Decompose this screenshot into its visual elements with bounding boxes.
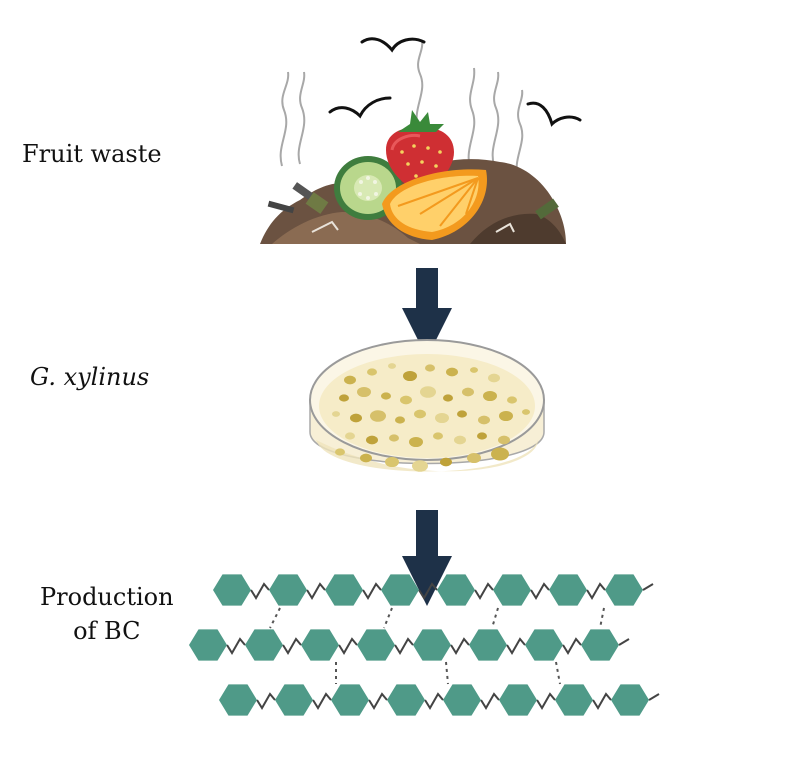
glucose-hexagon	[387, 684, 425, 716]
colony	[360, 453, 372, 463]
glucose-hexagon	[213, 574, 251, 606]
glycosidic-bond	[226, 637, 630, 655]
hydrogen-bond	[491, 607, 499, 629]
glucose-hexagon	[605, 574, 643, 606]
hydrogen-bond	[599, 607, 605, 629]
glucose-hexagon	[525, 629, 563, 661]
production-label: Production of BC	[40, 580, 174, 648]
colony	[522, 409, 530, 415]
glucose-hexagon	[325, 574, 363, 606]
glucose-hexagon	[493, 574, 531, 606]
glucose-hexagon	[189, 629, 227, 661]
glucose-hexagon	[301, 629, 339, 661]
hydrogen-bond	[383, 607, 393, 629]
fly-icon	[328, 37, 582, 127]
colony	[467, 452, 481, 464]
colony	[412, 460, 428, 472]
colony	[498, 435, 510, 445]
colony	[389, 434, 399, 442]
glucose-hexagon	[499, 684, 537, 716]
colony	[507, 396, 517, 404]
colony	[446, 367, 458, 377]
colony	[491, 447, 509, 461]
colony	[381, 392, 391, 400]
colony	[388, 363, 396, 369]
colony	[477, 432, 487, 440]
glycosidic-bond	[256, 692, 660, 710]
colony	[370, 410, 386, 422]
hydrogen-bond	[555, 661, 561, 685]
glucose-hexagon	[357, 629, 395, 661]
glucose-hexagon	[331, 684, 369, 716]
glycosidic-bond	[250, 582, 654, 600]
glucose-hexagon	[549, 574, 587, 606]
fruit-waste-label: Fruit waste	[22, 140, 162, 168]
cellulose-chain	[189, 574, 660, 716]
colony	[350, 413, 362, 423]
glucose-hexagon	[413, 629, 451, 661]
glucose-hexagon	[469, 629, 507, 661]
colony	[478, 415, 490, 425]
colony	[385, 456, 399, 468]
colony	[483, 390, 497, 402]
petri-dish	[309, 339, 545, 472]
colony	[425, 364, 435, 372]
colony	[335, 448, 345, 456]
colony	[433, 432, 443, 440]
colony	[440, 457, 452, 467]
glucose-hexagon	[443, 684, 481, 716]
glucose-hexagon	[269, 574, 307, 606]
organism-label: G. xylinus	[30, 363, 150, 391]
glucose-hexagon	[581, 629, 619, 661]
glucose-hexagon	[381, 574, 419, 606]
colony	[488, 373, 500, 383]
colony	[367, 368, 377, 376]
colony	[345, 432, 355, 440]
bacterial-colonies	[332, 363, 530, 472]
steam-lines	[279, 39, 524, 179]
colony	[470, 367, 478, 373]
glucose-hexagon	[275, 684, 313, 716]
colony	[443, 394, 453, 402]
glucose-hexagon	[555, 684, 593, 716]
colony	[409, 436, 423, 448]
colony	[499, 410, 513, 422]
colony	[395, 416, 405, 424]
colony	[435, 412, 449, 424]
flow-arrow	[402, 510, 452, 606]
glucose-hexagon	[611, 684, 649, 716]
colony	[344, 375, 356, 385]
colony	[454, 435, 466, 445]
colony	[332, 411, 340, 417]
glucose-hexagon	[219, 684, 257, 716]
glucose-hexagon	[245, 629, 283, 661]
colony	[339, 394, 349, 402]
production-label-line1: Production	[40, 583, 174, 611]
hydrogen-bond	[445, 661, 449, 685]
flow-arrow	[402, 268, 452, 358]
glucose-hexagon	[437, 574, 475, 606]
colony	[420, 386, 436, 398]
colony	[462, 387, 474, 397]
colony	[400, 395, 412, 405]
colony	[366, 435, 378, 445]
colony	[357, 386, 371, 398]
fruit-waste-heap	[260, 37, 582, 244]
production-label-line2: of BC	[73, 617, 141, 645]
hydrogen-bond	[269, 607, 281, 629]
colony	[403, 370, 417, 382]
colony	[414, 409, 426, 419]
colony	[457, 410, 467, 418]
